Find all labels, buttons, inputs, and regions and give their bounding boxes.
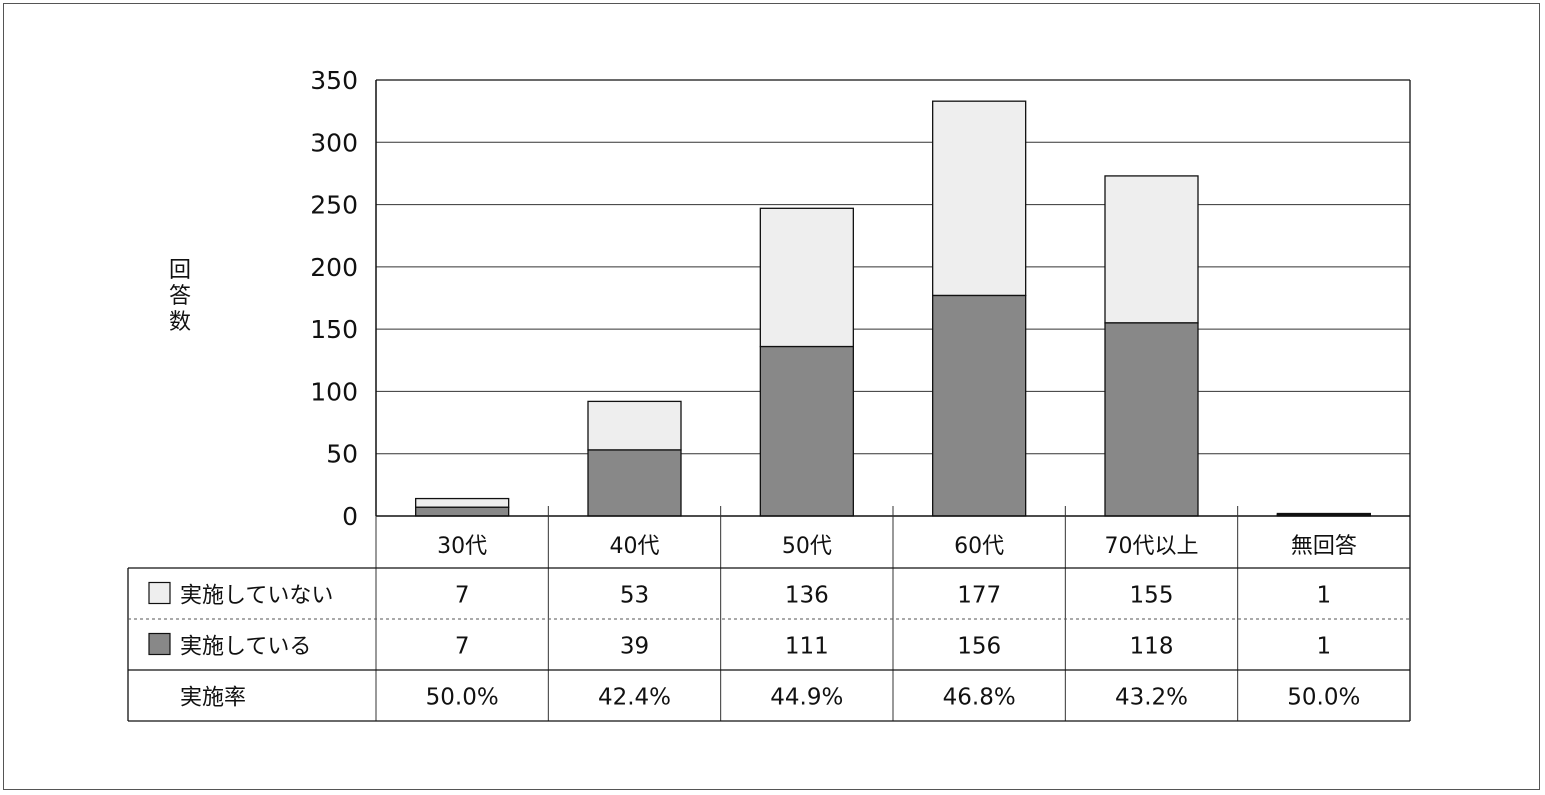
table-cell: 44.9% [770,685,843,711]
bar-segment-implemented [587,449,682,517]
y-axis-label-char: 回 [169,258,191,283]
y-tick-label: 0 [342,502,358,531]
y-axis-ticks: 0 50 100 150 200 250 300 350 [310,66,358,531]
bar-segment-not-implemented [759,207,854,348]
x-category-label: 無回答 [1291,534,1357,559]
y-tick-label: 50 [326,440,358,469]
table-cell: 50.0% [1287,685,1360,711]
legend-label: 実施していない [180,584,333,609]
y-tick-label: 200 [310,253,358,282]
x-category-label: 50代 [782,534,832,559]
y-tick-label: 300 [310,128,358,157]
bar-segment-implemented [1104,322,1199,517]
legend-swatch [148,581,171,605]
table-cell: 156 [957,634,1001,660]
table-cell: 39 [620,634,649,660]
legend-label: 実施している [180,635,311,660]
gridlines [376,79,1410,516]
x-category-label: 60代 [954,534,1004,559]
table-row-label: 実施率 [180,686,246,711]
y-axis-label-char: 答 [169,284,191,309]
bars [415,100,1371,517]
legend-swatch [148,632,171,656]
bar-segment-not-implemented [932,100,1027,297]
y-tick-label: 150 [310,315,358,344]
bar-segment-implemented [932,294,1027,517]
bar-segment-not-implemented [415,497,510,508]
table-cell: 46.8% [943,685,1016,711]
table-cell: 1 [1317,634,1332,660]
x-category-label: 40代 [610,534,660,559]
table-cell: 7 [455,634,470,660]
bar-segment-not-implemented [1104,175,1199,324]
bar-segment-not-implemented [587,400,682,451]
table-cell: 50.0% [426,685,499,711]
plot-area [376,80,1410,516]
y-axis-label: 回答数 [169,258,191,335]
x-category-label: 30代 [437,534,487,559]
chart-frame [3,3,1540,790]
table-cell: 1 [1317,583,1332,609]
x-category-label: 70代以上 [1105,534,1199,559]
table-cell: 43.2% [1115,685,1188,711]
table-cell: 177 [957,583,1001,609]
table-cell: 155 [1130,583,1174,609]
table-cell: 7 [455,583,470,609]
table-cell: 111 [785,634,829,660]
y-tick-label: 350 [310,66,358,95]
table-cell: 42.4% [598,685,671,711]
table-cell: 118 [1130,634,1174,660]
y-tick-label: 100 [310,377,358,406]
table-cell: 53 [620,583,649,609]
y-tick-label: 250 [310,191,358,220]
y-axis-label-char: 数 [169,310,191,335]
table-cell: 136 [785,583,829,609]
bar-segment-implemented [759,345,854,517]
bar-segment-implemented [415,506,510,517]
